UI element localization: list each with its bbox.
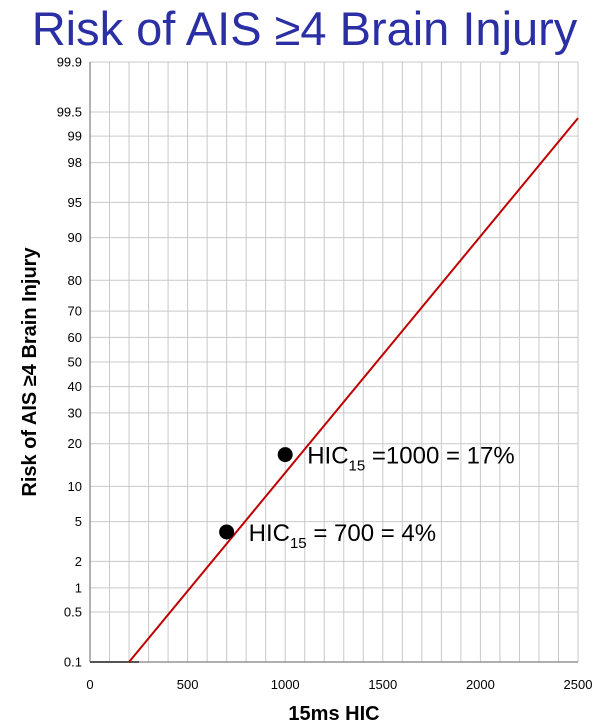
- x-tick-label: 2000: [466, 677, 495, 692]
- y-tick-label: 10: [68, 479, 82, 494]
- chart-title: Risk of AIS ≥4 Brain Injury: [31, 2, 578, 55]
- y-tick-label: 5: [75, 514, 82, 529]
- x-tick-label: 0: [86, 677, 93, 692]
- y-tick-labels: 0.1 0.5 1 2 5 10 20 30 40 50 60 70 80 90 95 98 99 99.5 99.…: [57, 55, 82, 670]
- y-tick-label: 0.1: [64, 655, 82, 670]
- y-tick-label: 70: [68, 304, 82, 319]
- x-tick-label: 1500: [368, 677, 397, 692]
- y-axis-title: Risk of AIS ≥4 Brain Injury: [19, 247, 41, 497]
- y-tick-label: 99: [68, 129, 82, 144]
- horizontal-gridlines: [90, 61, 578, 663]
- x-tick-label: 500: [177, 677, 199, 692]
- y-tick-label: 99.9: [57, 55, 82, 70]
- x-tick-labels: 0 500 1000 1500 2000 2500: [86, 677, 592, 692]
- y-tick-label: 50: [68, 355, 82, 370]
- y-tick-label: 95: [68, 195, 82, 210]
- y-tick-label: 40: [68, 379, 82, 394]
- y-tick-label: 98: [68, 155, 82, 170]
- y-tick-label: 99.5: [57, 104, 82, 119]
- y-tick-label: 0.5: [64, 605, 82, 620]
- y-tick-label: 60: [68, 330, 82, 345]
- point-annotation: HIC15 = 700 = 4%: [249, 520, 436, 552]
- data-point-marker: [219, 524, 235, 540]
- data-points: HIC15 = 700 = 4% HIC15 =1000 = 17%: [219, 443, 515, 552]
- axes: [89, 62, 578, 663]
- y-tick-label: 20: [68, 436, 82, 451]
- risk-line: [128, 117, 579, 663]
- x-tick-label: 1000: [271, 677, 300, 692]
- y-tick-label: 2: [75, 554, 82, 569]
- y-tick-label: 1: [75, 580, 82, 595]
- data-point-marker: [277, 447, 293, 463]
- y-tick-label: 30: [68, 405, 82, 420]
- y-tick-label: 90: [68, 230, 82, 245]
- risk-curve: [90, 117, 579, 663]
- x-tick-label: 2500: [564, 677, 593, 692]
- x-axis-title: 15ms HIC: [288, 703, 379, 725]
- y-tick-label: 80: [68, 273, 82, 288]
- point-annotation: HIC15 =1000 = 17%: [307, 443, 515, 475]
